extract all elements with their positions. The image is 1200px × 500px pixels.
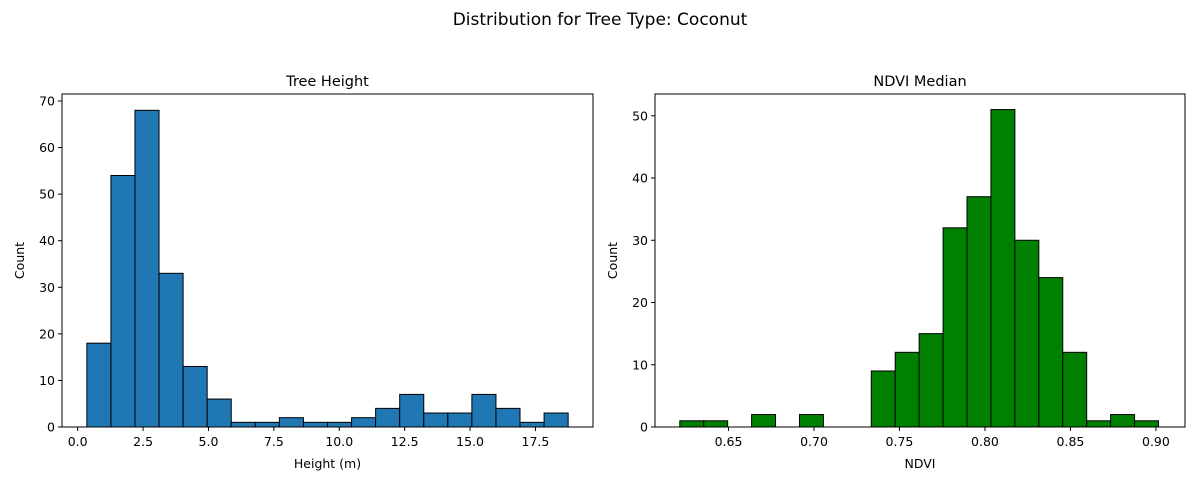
histogram-bar bbox=[230, 421, 256, 428]
histogram-bar bbox=[206, 398, 232, 428]
histogram-bar bbox=[351, 417, 377, 428]
histogram-bar bbox=[751, 414, 777, 428]
x-tick-label: 0.85 bbox=[1057, 434, 1085, 449]
y-tick-label: 30 bbox=[632, 233, 648, 248]
y-tick-label: 10 bbox=[39, 373, 55, 388]
histogram-bar bbox=[942, 227, 968, 428]
x-tick-label: 0.65 bbox=[715, 434, 743, 449]
histogram-bar bbox=[86, 342, 112, 428]
y-tick-label: 20 bbox=[632, 295, 648, 310]
figure-title: Distribution for Tree Type: Coconut bbox=[453, 10, 748, 30]
histogram-bar bbox=[495, 407, 521, 428]
x-tick-label: 0.80 bbox=[971, 434, 999, 449]
histogram-bar bbox=[894, 351, 920, 428]
histogram-bar bbox=[158, 272, 184, 428]
histogram-bar bbox=[254, 421, 280, 428]
x-tick-label: 0.0 bbox=[68, 434, 88, 449]
y-tick-label: 40 bbox=[39, 233, 55, 248]
x-axis-label: NDVI bbox=[905, 456, 936, 471]
y-axis-label: Count bbox=[12, 242, 27, 279]
histogram-bar bbox=[990, 109, 1016, 428]
histogram-bar bbox=[302, 421, 328, 428]
histogram-bar bbox=[327, 421, 353, 428]
chart-title: Tree Height bbox=[285, 74, 369, 90]
histogram-bar bbox=[278, 417, 304, 428]
y-tick-label: 0 bbox=[47, 420, 55, 435]
histogram-bar bbox=[110, 175, 136, 428]
x-axis-label: Height (m) bbox=[294, 456, 361, 471]
histogram-bar bbox=[447, 412, 473, 428]
histogram-bar bbox=[918, 333, 944, 428]
charts: 0.0 2.5 5.0 7.5 10.0 12.5 15.0 17.5 0 10 20 30 40 50 6… bbox=[12, 74, 1186, 471]
histogram-bar bbox=[870, 370, 896, 428]
y-tick-label: 10 bbox=[632, 357, 648, 372]
y-tick-label: 30 bbox=[39, 280, 55, 295]
y-tick-label: 60 bbox=[39, 140, 55, 155]
x-tick-label: 12.5 bbox=[391, 434, 419, 449]
y-tick-label: 20 bbox=[39, 326, 55, 341]
histogram-bar bbox=[1014, 239, 1040, 428]
x-tick-label: 10.0 bbox=[325, 434, 353, 449]
chart-panel-2: 0.65 0.70 0.75 0.80 0.85 0.90 0 10 20 30 40 50 NDVI … bbox=[605, 74, 1186, 471]
histogram-bar bbox=[703, 420, 729, 428]
histogram-bar bbox=[182, 365, 208, 428]
histogram-bar bbox=[1134, 420, 1160, 428]
histogram-bar bbox=[471, 393, 497, 428]
histogram-bar bbox=[1110, 414, 1136, 428]
x-tick-label: 2.5 bbox=[133, 434, 153, 449]
histogram-bar bbox=[1062, 351, 1088, 428]
x-tick-label: 7.5 bbox=[264, 434, 284, 449]
y-axis-label: Count bbox=[605, 242, 620, 279]
histogram-bar bbox=[1038, 277, 1064, 428]
histogram-bar bbox=[375, 407, 401, 428]
chart-panel-1: 0.0 2.5 5.0 7.5 10.0 12.5 15.0 17.5 0 10 20 30 40 50 6… bbox=[12, 74, 594, 471]
x-tick-label: 17.5 bbox=[522, 434, 550, 449]
histogram-bar bbox=[519, 421, 545, 428]
histogram-bar bbox=[543, 412, 569, 428]
x-tick-label: 0.75 bbox=[886, 434, 914, 449]
histogram-bar bbox=[399, 393, 425, 428]
histogram-bar bbox=[423, 412, 449, 428]
y-tick-label: 70 bbox=[39, 93, 55, 108]
histogram-bar bbox=[966, 196, 992, 428]
axes-frame bbox=[654, 93, 1186, 428]
y-tick-label: 0 bbox=[640, 420, 648, 435]
x-tick-label: 0.90 bbox=[1142, 434, 1170, 449]
y-tick-label: 40 bbox=[632, 171, 648, 186]
y-tick-label: 50 bbox=[632, 108, 648, 123]
chart-title: NDVI Median bbox=[873, 74, 966, 90]
histogram-bar bbox=[798, 414, 824, 428]
histogram-bar bbox=[679, 420, 705, 428]
x-tick-label: 0.70 bbox=[800, 434, 828, 449]
x-tick-label: 5.0 bbox=[199, 434, 219, 449]
histogram-bar bbox=[134, 109, 160, 428]
axes-frame bbox=[61, 93, 594, 428]
y-tick-label: 50 bbox=[39, 187, 55, 202]
histogram-bar bbox=[1086, 420, 1112, 428]
x-tick-label: 15.0 bbox=[456, 434, 484, 449]
